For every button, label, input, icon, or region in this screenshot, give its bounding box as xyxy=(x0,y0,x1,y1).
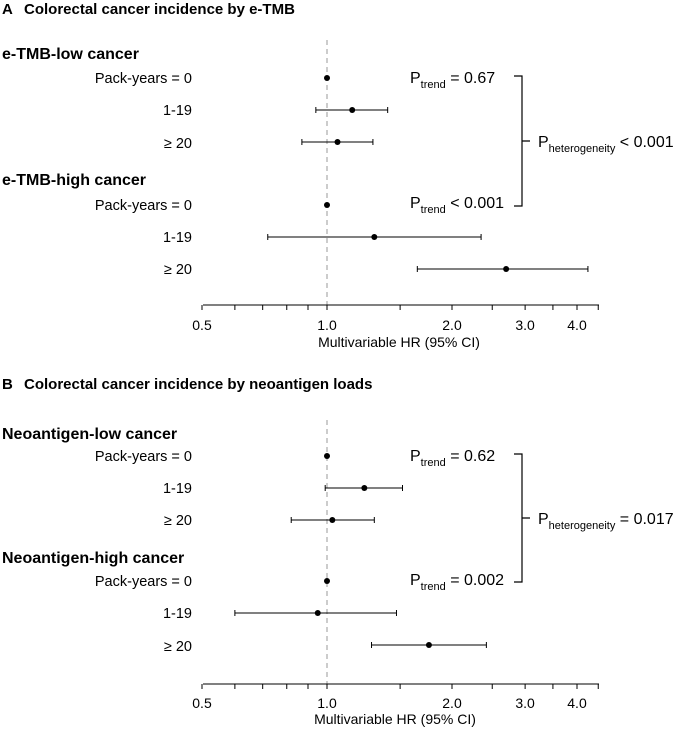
panel-b-group-2-title: Neoantigen-high cancer xyxy=(2,550,184,567)
panel-a: A Colorectal cancer incidence by e-TMB e… xyxy=(2,1,674,350)
panel-b-p-heterogeneity: Pheterogeneity = 0.017 xyxy=(538,511,674,532)
panel-a-g2-p-trend: Ptrend < 0.001 xyxy=(410,195,504,216)
panel-a-g1-row2-label: 1-19 xyxy=(163,103,192,119)
panel-a-x-axis-title: Multivariable HR (95% CI) xyxy=(318,334,480,350)
panel-a-g1-row1-label: Pack-years = 0 xyxy=(95,71,192,87)
panel-b-g2-row1-hr-point xyxy=(324,578,330,584)
panel-a-heterogeneity-bracket xyxy=(514,75,530,207)
panel-b-x-tick-label-3: 2.0 xyxy=(442,695,462,711)
panel-b-heterogeneity-bracket xyxy=(514,453,530,583)
panel-a-g2-row2-hr-point xyxy=(371,234,378,240)
panel-b-g1-row2-label: 1-19 xyxy=(163,481,192,497)
panel-a-g2-row1-label: Pack-years = 0 xyxy=(95,198,192,214)
panel-a-group-2-title: e-TMB-high cancer xyxy=(2,172,146,189)
panel-b-data-marks xyxy=(234,453,487,648)
panel-a-g1-row3-hr-point xyxy=(334,139,341,145)
panel-b-g1-row3-hr-point xyxy=(329,517,336,523)
panel-b-x-tick-label-2: 1.0 xyxy=(317,695,337,711)
panel-b: B Colorectal cancer incidence by neoanti… xyxy=(2,376,674,727)
panel-b-x-axis-title: Multivariable HR (95% CI) xyxy=(314,711,476,727)
panel-b-g1-row3-label: ≥ 20 xyxy=(164,513,192,529)
panel-a-label: A xyxy=(2,1,13,18)
panel-b-x-tick-label-5: 4.0 xyxy=(567,695,587,711)
panel-a-data-marks xyxy=(267,75,589,272)
panel-a-g2-row1-hr-point xyxy=(324,202,330,208)
panel-b-g1-row1-label: Pack-years = 0 xyxy=(95,449,192,465)
panel-a-x-ticks: 0.5 1.0 2.0 3.0 4.0 xyxy=(192,305,599,333)
panel-b-g2-row3-hr-point xyxy=(425,642,432,648)
panel-b-g2-row3-label: ≥ 20 xyxy=(164,639,192,655)
panel-a-g1-row3-label: ≥ 20 xyxy=(164,136,192,152)
panel-b-g2-row2-label: 1-19 xyxy=(163,606,192,622)
panel-a-x-tick-label-1: 0.5 xyxy=(192,317,212,333)
panel-b-title: Colorectal cancer incidence by neoantige… xyxy=(24,376,372,393)
panel-b-label: B xyxy=(2,376,13,393)
panel-a-g1-row1-hr-point xyxy=(324,75,330,81)
panel-a-x-tick-label-5: 4.0 xyxy=(567,317,587,333)
panel-b-g2-row2-hr-point xyxy=(314,610,321,616)
panel-a-title: Colorectal cancer incidence by e-TMB xyxy=(24,1,295,18)
panel-b-x-tick-label-4: 3.0 xyxy=(515,695,535,711)
panel-a-x-tick-label-4: 3.0 xyxy=(515,317,535,333)
panel-b-g2-row1-label: Pack-years = 0 xyxy=(95,574,192,590)
panel-b-g1-row1-hr-point xyxy=(324,453,330,459)
panel-a-g1-row2-hr-point xyxy=(349,107,356,113)
panel-b-g1-row2-hr-point xyxy=(361,485,368,491)
panel-a-group-1-title: e-TMB-low cancer xyxy=(2,46,139,63)
panel-a-g1-p-trend: Ptrend = 0.67 xyxy=(410,70,495,91)
panel-b-x-tick-label-1: 0.5 xyxy=(192,695,212,711)
panel-b-group-1-title: Neoantigen-low cancer xyxy=(2,426,177,443)
panel-a-g2-row3-label: ≥ 20 xyxy=(164,262,192,278)
panel-b-g1-p-trend: Ptrend = 0.62 xyxy=(410,448,495,469)
panel-a-g2-row3-hr-point xyxy=(503,266,510,272)
panel-a-g2-row2-label: 1-19 xyxy=(163,230,192,246)
panel-a-x-tick-label-3: 2.0 xyxy=(442,317,462,333)
panel-a-p-heterogeneity: Pheterogeneity < 0.001 xyxy=(538,134,674,155)
panel-b-x-ticks: 0.5 1.0 2.0 3.0 4.0 xyxy=(192,684,599,711)
panel-b-g2-p-trend: Ptrend = 0.002 xyxy=(410,572,504,593)
panel-a-x-tick-label-2: 1.0 xyxy=(317,317,337,333)
